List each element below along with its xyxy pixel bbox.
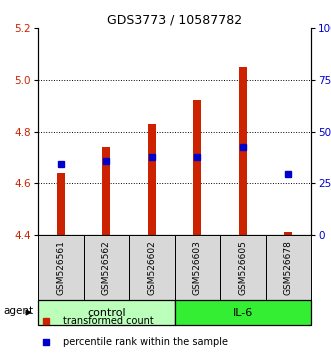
Bar <box>38 300 174 325</box>
Text: transformed count: transformed count <box>63 316 153 326</box>
Bar <box>83 235 129 300</box>
Text: GSM526678: GSM526678 <box>284 240 293 295</box>
Text: GSM526561: GSM526561 <box>56 240 65 295</box>
Bar <box>265 235 311 300</box>
Bar <box>129 235 174 300</box>
Text: GSM526603: GSM526603 <box>193 240 202 295</box>
Bar <box>148 124 156 235</box>
Bar <box>193 101 201 235</box>
Text: agent: agent <box>3 306 33 316</box>
Text: GSM526605: GSM526605 <box>238 240 247 295</box>
Bar <box>57 173 65 235</box>
Bar <box>38 235 83 300</box>
Bar <box>174 300 311 325</box>
Text: GSM526602: GSM526602 <box>147 240 156 295</box>
Bar <box>220 235 265 300</box>
Text: percentile rank within the sample: percentile rank within the sample <box>63 337 228 347</box>
Title: GDS3773 / 10587782: GDS3773 / 10587782 <box>107 14 242 27</box>
Text: GSM526562: GSM526562 <box>102 240 111 295</box>
Bar <box>239 67 247 235</box>
Bar <box>284 233 292 235</box>
Bar <box>102 147 110 235</box>
Text: control: control <box>87 308 125 318</box>
Bar <box>174 235 220 300</box>
Text: IL-6: IL-6 <box>233 308 253 318</box>
